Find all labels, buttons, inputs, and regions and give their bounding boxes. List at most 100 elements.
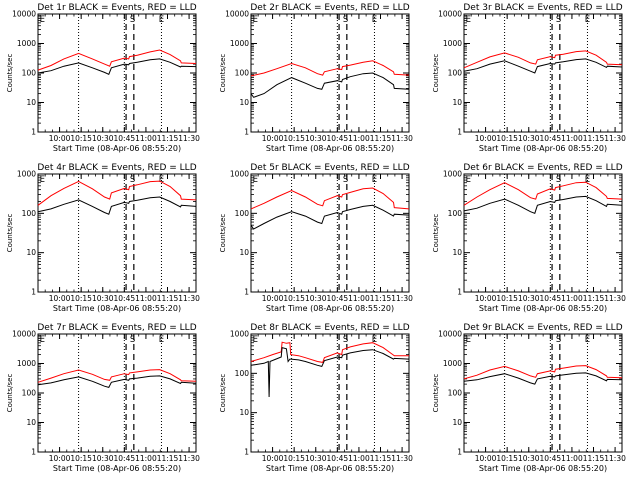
x-tick-label: 10:00	[475, 134, 497, 143]
x-tick-label: 11:30	[604, 294, 626, 303]
lld-line	[37, 180, 197, 206]
x-tick-label: 11:00	[561, 454, 583, 463]
chart-panel-6: Det 6r BLACK = Events, RED = LLD 1 10 100 10…	[432, 163, 626, 313]
events-line	[37, 58, 197, 75]
y-tick-label: 1000	[230, 39, 249, 48]
event-marker-e: E	[372, 15, 377, 25]
x-tick-label: 11:15	[583, 134, 605, 143]
x-axis-label: Start Time (08-Apr-06 08:55:20)	[266, 464, 394, 473]
plot-frame	[250, 333, 410, 453]
plot-frame	[250, 173, 410, 293]
y-axis-label: Counts/sec	[6, 214, 14, 253]
y-tick-label: 100	[448, 389, 463, 398]
y-tick-label: 10	[452, 248, 462, 257]
x-tick-label: 10:30	[92, 454, 114, 463]
y-tick-label: 1000	[230, 170, 249, 179]
y-axis-label: Counts/sec	[432, 214, 440, 253]
y-tick-label: 1	[457, 128, 462, 137]
x-tick-label: 10:15	[283, 134, 305, 143]
lld-line	[37, 49, 197, 71]
x-axis-label: Start Time (08-Apr-06 08:55:20)	[479, 304, 607, 313]
y-tick-label: 1	[31, 288, 36, 297]
y-tick-label: 10	[239, 408, 249, 417]
lld-line	[250, 60, 410, 77]
y-tick-label: 1	[244, 448, 249, 457]
y-tick-label: 1	[31, 448, 36, 457]
chart-panel-1: Det 1r BLACK = Events, RED = LLD 1 10 100 10…	[6, 3, 200, 153]
y-tick-label: 10000	[12, 10, 36, 19]
plot-frame	[37, 333, 197, 453]
x-tick-label: 11:30	[178, 454, 200, 463]
event-marker-e: E	[253, 175, 258, 185]
x-tick-label: 10:15	[283, 454, 305, 463]
y-tick-label: 10000	[225, 10, 249, 19]
y-tick-label: 100	[235, 209, 250, 218]
y-tick-label: 100	[22, 69, 37, 78]
x-tick-label: 11:15	[157, 134, 179, 143]
x-tick-label: 11:30	[391, 134, 413, 143]
x-tick-label: 10:15	[70, 294, 92, 303]
chart-title: Det 2r BLACK = Events, RED = LLD	[250, 3, 409, 13]
chart-title: Det 7r BLACK = Events, RED = LLD	[37, 323, 196, 333]
events-line	[250, 346, 410, 398]
x-tick-label: 10:15	[70, 454, 92, 463]
y-tick-label: 10	[239, 98, 249, 107]
event-marker-s: S	[556, 175, 561, 185]
y-tick-label: 1000	[230, 330, 249, 339]
x-axis-label: Start Time (08-Apr-06 08:55:20)	[266, 144, 394, 153]
event-marker-s: S	[343, 335, 348, 345]
y-tick-label: 10	[452, 98, 462, 107]
event-marker-s: S	[556, 15, 561, 25]
y-tick-label: 100	[22, 209, 37, 218]
x-tick-label: 10:30	[305, 134, 327, 143]
x-tick-label: 10:45	[114, 294, 136, 303]
chart-title: Det 1r BLACK = Events, RED = LLD	[37, 3, 196, 13]
event-marker-s: S	[130, 15, 135, 25]
events-line	[463, 372, 623, 385]
y-tick-label: 1000	[17, 170, 36, 179]
x-tick-label: 10:00	[262, 294, 284, 303]
x-tick-label: 10:45	[114, 134, 136, 143]
y-tick-label: 10000	[438, 10, 462, 19]
x-tick-label: 11:15	[157, 454, 179, 463]
y-tick-label: 10	[26, 418, 36, 427]
event-marker-e: E	[40, 335, 45, 345]
events-line	[250, 204, 410, 230]
x-axis-label: Start Time (08-Apr-06 08:55:20)	[53, 304, 181, 313]
lld-line	[463, 50, 623, 69]
chart-title: Det 6r BLACK = Events, RED = LLD	[463, 163, 622, 173]
x-tick-label: 10:15	[496, 294, 518, 303]
x-tick-label: 11:15	[583, 294, 605, 303]
y-tick-label: 1000	[17, 39, 36, 48]
x-tick-label: 11:00	[135, 294, 157, 303]
x-tick-label: 11:00	[348, 294, 370, 303]
x-tick-label: 10:00	[49, 294, 71, 303]
event-marker-e: E	[159, 15, 164, 25]
lld-line	[37, 369, 197, 383]
y-tick-label: 1	[457, 448, 462, 457]
event-marker-e: E	[585, 15, 590, 25]
event-marker-e: E	[466, 175, 471, 185]
x-tick-label: 10:00	[475, 454, 497, 463]
y-tick-label: 10	[26, 98, 36, 107]
plot-frame	[37, 173, 197, 293]
event-marker-s: S	[556, 335, 561, 345]
y-tick-label: 1	[457, 288, 462, 297]
event-marker-s: S	[130, 335, 135, 345]
event-marker-e: E	[585, 335, 590, 345]
x-tick-label: 11:30	[178, 294, 200, 303]
y-tick-label: 1000	[443, 359, 462, 368]
y-tick-label: 100	[235, 369, 250, 378]
x-tick-label: 11:00	[561, 294, 583, 303]
x-tick-label: 10:15	[70, 134, 92, 143]
x-tick-label: 11:30	[604, 454, 626, 463]
events-line	[37, 375, 197, 388]
event-marker-e: E	[159, 335, 164, 345]
event-marker-e: E	[466, 335, 471, 345]
plot-frame	[37, 13, 197, 133]
chart-title: Det 9r BLACK = Events, RED = LLD	[463, 323, 622, 333]
x-tick-label: 10:30	[92, 134, 114, 143]
x-tick-label: 11:15	[370, 134, 392, 143]
y-axis-label: Counts/sec	[219, 54, 227, 93]
y-axis-label: Counts/sec	[219, 214, 227, 253]
